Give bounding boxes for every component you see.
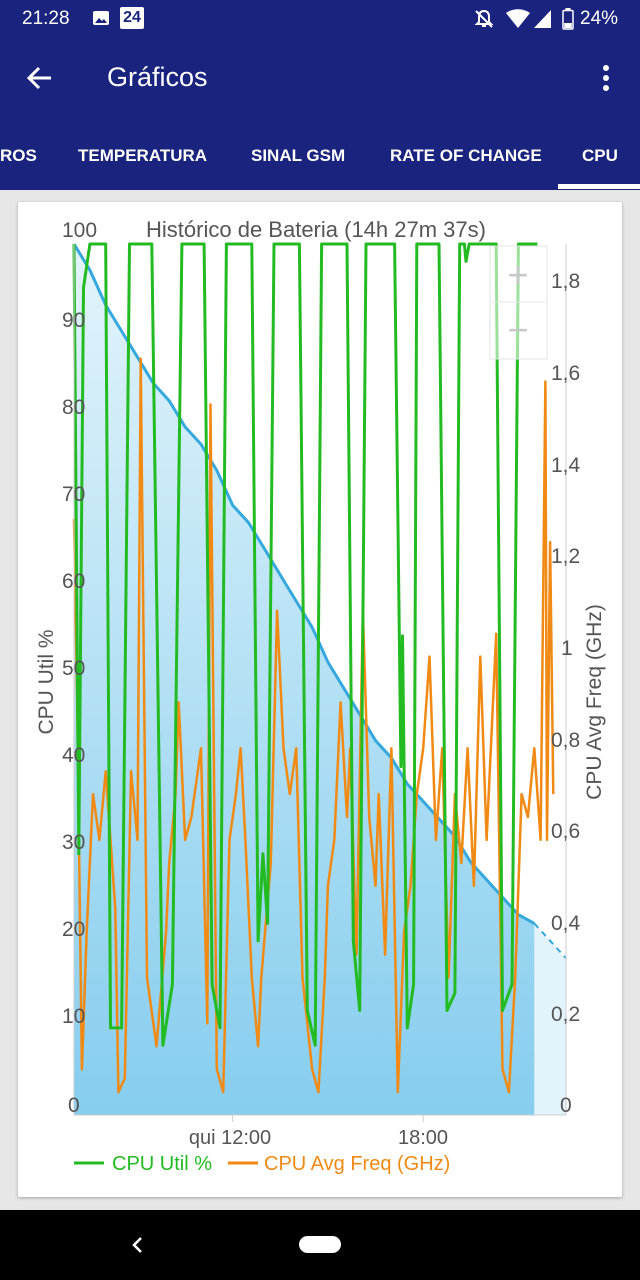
y-tick-right: 0,2 (551, 1003, 580, 1026)
nav-back-icon[interactable] (130, 1235, 146, 1255)
y-tick-right: 1,4 (551, 454, 581, 477)
status-battery-percent: 24% (580, 8, 619, 29)
status-bar: 21:28 24 24% (0, 0, 640, 38)
x-tick: 18:00 (398, 1127, 448, 1149)
notifications-off-icon (474, 9, 494, 28)
y-tick-right: 0 (560, 1094, 572, 1117)
tab-cpu[interactable]: CPU (582, 146, 618, 165)
legend-cpu-freq: CPU Avg Freq (GHz) (264, 1153, 450, 1175)
chart-card: 100 90 80 70 60 50 40 30 20 10 0 1,8 1,6… (18, 202, 622, 1197)
cpu-chart[interactable]: 100 90 80 70 60 50 40 30 20 10 0 1,8 1,6… (18, 202, 622, 1197)
y-tick-right: 1,6 (551, 362, 580, 385)
battery-projection-line (533, 922, 567, 959)
zoom-out-button[interactable]: − (507, 309, 528, 350)
y-axis-label-left: CPU Util % (35, 629, 58, 734)
cpu-util-line (72, 242, 538, 1047)
zoom-controls: + − (489, 245, 548, 360)
signal-icon (534, 10, 551, 28)
y-tick-left: 80 (62, 396, 85, 419)
y-tick-left: 20 (62, 918, 85, 941)
y-tick-left: 100 (62, 219, 97, 242)
status-time: 21:28 (22, 8, 70, 29)
legend-cpu-util: CPU Util % (112, 1153, 212, 1175)
chart-title: Histórico de Bateria (14h 27m 37s) (146, 217, 486, 242)
util-layer (72, 242, 538, 1047)
app-bar: Gráficos (0, 38, 640, 118)
y-tick-right: 0,6 (551, 820, 580, 843)
x-tick: qui 12:00 (189, 1127, 271, 1149)
y-tick-right: 0,8 (551, 729, 580, 752)
nav-home-button[interactable] (299, 1236, 341, 1253)
battery-icon (562, 8, 574, 30)
battery-projection-area (534, 923, 566, 1115)
y-tick-left: 50 (62, 657, 85, 680)
y-axis-label-right: CPU Avg Freq (GHz) (583, 604, 606, 800)
y-tick-left: 90 (62, 309, 85, 332)
y-tick-left: 40 (62, 744, 85, 767)
y-tick-right: 1,8 (551, 270, 580, 293)
tab-ros[interactable]: ROS (0, 146, 37, 165)
tick-marks (232, 1115, 424, 1122)
y-tick-left: 0 (68, 1094, 80, 1117)
y-tick-right: 1 (561, 637, 573, 660)
tab-selected-indicator (558, 184, 640, 189)
image-icon (93, 11, 109, 25)
cpu-freq-line (72, 357, 555, 1094)
page-title: Gráficos (107, 62, 208, 92)
back-arrow-icon[interactable] (26, 64, 54, 92)
freq-layer (72, 357, 555, 1094)
y-tick-right: 1,2 (551, 545, 580, 568)
tab-rate-of-change[interactable]: RATE OF CHANGE (390, 146, 542, 165)
y-tick-left: 70 (62, 483, 85, 506)
y-tick-left: 30 (62, 831, 85, 854)
tab-bar: ROS TEMPERATURA SINAL GSM RATE OF CHANGE… (0, 118, 640, 190)
tab-temperatura[interactable]: TEMPERATURA (78, 146, 208, 165)
zoom-in-button[interactable]: + (507, 254, 528, 295)
y-tick-right: 0,4 (551, 912, 581, 935)
y-tick-left: 60 (62, 570, 85, 593)
wifi-icon (506, 9, 530, 28)
tab-sinal-gsm[interactable]: SINAL GSM (251, 146, 346, 165)
y-tick-left: 10 (62, 1005, 85, 1028)
more-options-icon[interactable] (596, 64, 616, 92)
calendar-badge-icon: 24 (120, 7, 144, 29)
